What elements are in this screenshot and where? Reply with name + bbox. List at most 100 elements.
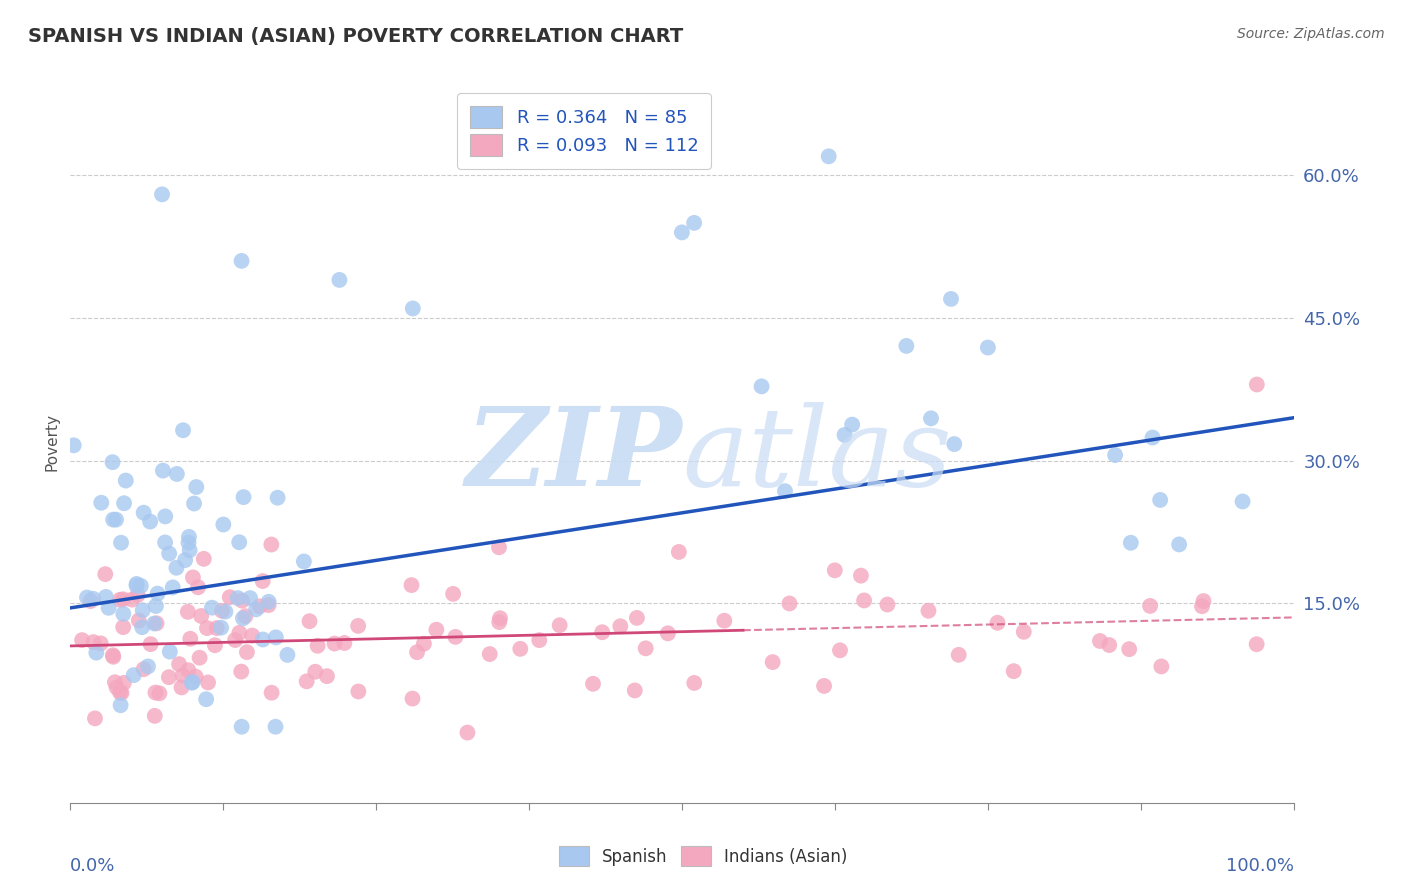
Point — [157, 670, 180, 684]
Point — [295, 674, 318, 689]
Point — [478, 647, 501, 661]
Point — [257, 595, 280, 609]
Point — [264, 720, 287, 734]
Point — [813, 679, 835, 693]
Point — [112, 620, 135, 634]
Point — [347, 619, 370, 633]
Point — [276, 648, 298, 662]
Point — [948, 648, 970, 662]
Point — [125, 579, 148, 593]
Point — [529, 633, 551, 648]
Point — [1118, 642, 1140, 657]
Point — [626, 611, 648, 625]
Point — [778, 597, 800, 611]
Point — [713, 614, 735, 628]
Point — [101, 648, 124, 663]
Text: 100.0%: 100.0% — [1226, 857, 1294, 875]
Point — [292, 554, 315, 568]
Point — [1150, 659, 1173, 673]
Point — [260, 686, 283, 700]
Point — [252, 574, 274, 588]
Point — [413, 637, 436, 651]
Point — [112, 676, 135, 690]
Point — [1191, 599, 1213, 614]
Point — [316, 669, 339, 683]
Point — [170, 681, 193, 695]
Point — [406, 645, 429, 659]
Point — [112, 592, 135, 607]
Point — [132, 662, 155, 676]
Point — [298, 614, 321, 628]
Text: atlas: atlas — [682, 402, 952, 509]
Point — [896, 339, 918, 353]
Point — [101, 455, 124, 469]
Point — [623, 683, 645, 698]
Point — [235, 609, 257, 624]
Point — [172, 668, 194, 682]
Point — [97, 600, 120, 615]
Point — [252, 632, 274, 647]
Point — [425, 623, 447, 637]
Point — [986, 615, 1008, 630]
Point — [773, 484, 796, 499]
Point — [162, 581, 184, 595]
Point — [304, 665, 326, 679]
Point — [145, 685, 167, 699]
Point — [150, 187, 173, 202]
Point — [266, 491, 288, 505]
Point — [231, 593, 253, 607]
Point — [70, 633, 93, 648]
Point — [143, 709, 166, 723]
Point — [1002, 664, 1025, 678]
Point — [1088, 634, 1111, 648]
Point — [1139, 599, 1161, 613]
Point — [131, 620, 153, 634]
Point — [249, 599, 271, 614]
Text: SPANISH VS INDIAN (ASIAN) POVERTY CORRELATION CHART: SPANISH VS INDIAN (ASIAN) POVERTY CORREL… — [28, 27, 683, 45]
Point — [347, 684, 370, 698]
Point — [257, 598, 280, 612]
Point — [181, 675, 204, 690]
Point — [228, 535, 250, 549]
Point — [128, 614, 150, 628]
Point — [187, 580, 209, 594]
Point — [683, 216, 706, 230]
Point — [165, 561, 187, 575]
Point — [657, 626, 679, 640]
Point — [668, 545, 690, 559]
Point — [1098, 638, 1121, 652]
Point — [212, 517, 235, 532]
Point — [232, 490, 254, 504]
Point — [214, 605, 236, 619]
Point — [177, 530, 200, 544]
Point — [762, 655, 785, 669]
Point — [132, 603, 155, 617]
Point — [260, 537, 283, 551]
Point — [218, 590, 240, 604]
Point — [977, 341, 1000, 355]
Point — [231, 253, 253, 268]
Point — [1192, 594, 1215, 608]
Point — [101, 513, 124, 527]
Legend: R = 0.364   N = 85, R = 0.093   N = 112: R = 0.364 N = 85, R = 0.093 N = 112 — [457, 93, 711, 169]
Point — [155, 509, 177, 524]
Point — [159, 645, 181, 659]
Point — [834, 428, 856, 442]
Point — [232, 611, 254, 625]
Point — [943, 437, 966, 451]
Point — [917, 604, 939, 618]
Point — [177, 535, 200, 549]
Point — [108, 592, 131, 607]
Point — [488, 541, 510, 555]
Text: ZIP: ZIP — [465, 402, 682, 509]
Point — [920, 411, 942, 425]
Point — [264, 631, 287, 645]
Point — [153, 535, 176, 549]
Text: Source: ZipAtlas.com: Source: ZipAtlas.com — [1237, 27, 1385, 41]
Point — [402, 301, 425, 316]
Point — [82, 591, 104, 606]
Point — [114, 474, 136, 488]
Point — [184, 670, 207, 684]
Point — [401, 691, 423, 706]
Point — [105, 681, 128, 695]
